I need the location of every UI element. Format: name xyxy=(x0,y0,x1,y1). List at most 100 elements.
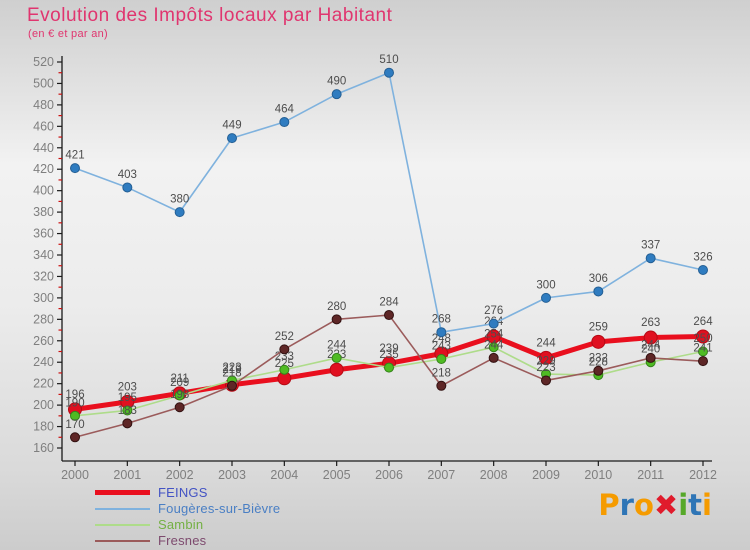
logo-letter: i xyxy=(702,488,712,522)
data-point-label: 170 xyxy=(65,419,84,431)
data-point-label: 280 xyxy=(327,301,346,313)
data-point-label: 254 xyxy=(484,329,504,341)
data-point xyxy=(436,327,447,338)
data-point-label: 250 xyxy=(693,333,712,345)
data-point xyxy=(539,350,553,365)
data-point xyxy=(541,375,551,386)
data-point xyxy=(331,352,342,363)
data-point-label: 218 xyxy=(432,367,451,379)
legend-label-fougeres: Fougères-sur-Bièvre xyxy=(158,501,281,516)
x-tick-label: 2007 xyxy=(427,468,455,480)
data-point xyxy=(488,342,499,353)
data-point xyxy=(122,405,133,416)
data-point-label: 264 xyxy=(693,316,713,328)
data-point xyxy=(645,352,656,363)
y-tick-label: 400 xyxy=(33,184,54,198)
data-point xyxy=(329,362,344,377)
data-point xyxy=(698,356,708,367)
data-point xyxy=(174,402,185,413)
y-tick-label: 440 xyxy=(33,141,54,155)
data-point-label: 196 xyxy=(65,389,84,401)
data-point-label: 211 xyxy=(170,373,188,385)
data-point xyxy=(331,314,342,325)
data-point-label: 248 xyxy=(432,333,451,345)
data-point-label: 252 xyxy=(275,331,294,343)
legend-label-feings: FEINGS xyxy=(158,485,208,500)
x-tick-label: 2001 xyxy=(113,468,141,480)
data-point xyxy=(643,330,658,345)
y-tick-label: 300 xyxy=(33,291,54,305)
legend-swatch-sambin xyxy=(95,523,150,526)
data-point-label: 198 xyxy=(170,389,189,401)
data-point-label: 223 xyxy=(222,362,241,374)
data-point xyxy=(331,89,342,100)
data-point xyxy=(122,418,133,429)
data-point-label: 421 xyxy=(65,150,84,162)
data-point-label: 203 xyxy=(118,381,137,393)
logo-letter: ✖ xyxy=(653,488,679,522)
data-point xyxy=(436,354,447,365)
y-tick-label: 500 xyxy=(33,76,54,90)
data-point-label: 232 xyxy=(589,352,608,364)
data-point xyxy=(70,163,80,174)
data-point-label: 240 xyxy=(641,344,660,356)
logo-letter: r xyxy=(619,488,634,522)
x-tick-label: 2009 xyxy=(532,468,560,480)
chart-canvas: 160 180 200 220 240 260 280 300 320 340 360 380 400 4… xyxy=(33,54,717,480)
y-tick-label: 240 xyxy=(33,355,54,369)
data-point-label: 449 xyxy=(222,120,241,132)
data-point xyxy=(488,318,499,329)
legend-swatch-feings xyxy=(95,490,150,495)
data-point xyxy=(227,133,237,144)
data-point xyxy=(122,182,133,193)
data-point-label: 241 xyxy=(693,343,712,355)
data-point xyxy=(645,253,656,264)
logo-letter: i xyxy=(678,488,689,522)
chart-title: Evolution des Impôts locaux par Habitant xyxy=(27,5,393,26)
data-point xyxy=(174,207,185,218)
data-point-label: 243 xyxy=(432,341,451,353)
y-tick-label: 360 xyxy=(33,227,54,241)
y-tick-label: 260 xyxy=(33,334,54,348)
data-point-label: 209 xyxy=(170,377,189,389)
legend-label-sambin: Sambin xyxy=(158,517,204,532)
data-point-label: 276 xyxy=(484,305,503,317)
data-point xyxy=(541,292,551,303)
y-tick-label: 320 xyxy=(33,269,54,283)
data-point-label: 337 xyxy=(641,240,660,252)
y-tick-label: 340 xyxy=(33,248,54,262)
data-point-label: 403 xyxy=(118,169,137,181)
data-point-label: 223 xyxy=(536,362,555,374)
legend-item-feings: FEINGS xyxy=(95,485,280,500)
x-tick-label: 2008 xyxy=(480,468,508,480)
data-point-label: 464 xyxy=(275,104,295,116)
data-point-label: 229 xyxy=(536,356,555,368)
data-point xyxy=(436,380,447,391)
data-point xyxy=(174,390,185,401)
x-tick-label: 2000 xyxy=(61,468,89,480)
data-point xyxy=(279,364,290,375)
data-point xyxy=(696,329,710,344)
data-point-label: 244 xyxy=(641,339,661,351)
data-point xyxy=(384,310,394,321)
data-point-label: 268 xyxy=(432,314,451,326)
data-point-label: 225 xyxy=(275,358,294,370)
x-tick-label: 2012 xyxy=(689,468,717,480)
y-tick-label: 220 xyxy=(33,377,54,391)
data-point-label: 190 xyxy=(65,397,84,409)
logo-letter: P xyxy=(598,488,620,522)
y-tick-label: 480 xyxy=(33,98,54,112)
data-point xyxy=(227,380,237,391)
x-tick-label: 2005 xyxy=(323,468,351,480)
data-point-label: 306 xyxy=(589,273,608,285)
data-point xyxy=(593,286,604,297)
y-tick-label: 160 xyxy=(33,441,54,455)
data-point-label: 380 xyxy=(170,194,189,206)
data-point-label: 233 xyxy=(275,351,294,363)
data-point-label: 244 xyxy=(327,339,347,351)
x-tick-label: 2006 xyxy=(375,468,403,480)
data-point xyxy=(70,410,80,421)
data-point-label: 195 xyxy=(118,392,137,404)
legend-item-fougeres: Fougères-sur-Bièvre xyxy=(95,501,280,516)
proxiti-logo: Pro✖iti xyxy=(598,488,712,522)
